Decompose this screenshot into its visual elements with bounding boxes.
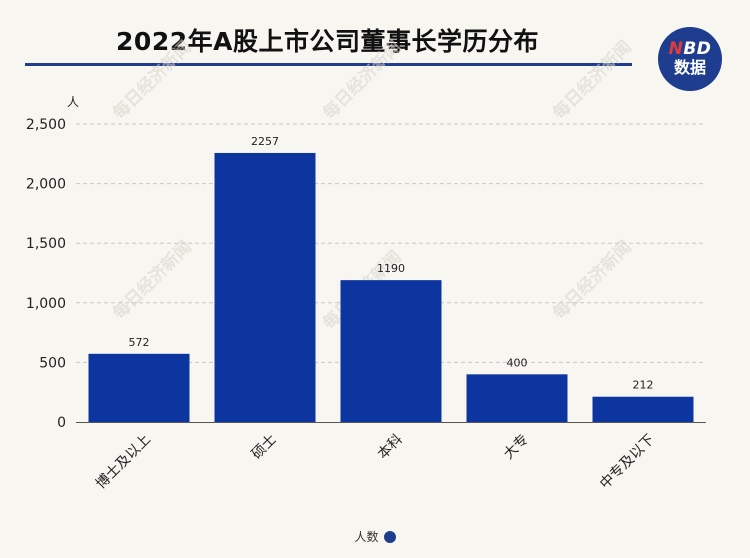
data-label: 2257 [251,135,279,148]
legend-label: 人数 [354,530,379,544]
y-tick-label: 2,000 [26,177,66,193]
watermark-text: 每日经济新闻 [549,37,636,124]
watermark-text: 每日经济新闻 [549,237,636,324]
data-label: 1190 [377,262,405,275]
chart-title: 2022年A股上市公司董事长学历分布 [116,27,539,56]
logo-text-top: NBD [668,39,712,59]
y-tick-label: 1,000 [26,296,66,312]
y-tick-label: 2,500 [26,117,66,133]
bar [592,396,694,422]
bar [466,374,568,422]
x-tick-label: 博士及以上 [92,431,154,493]
nbd-logo: NBD 数据 [658,27,722,91]
bar [214,152,316,422]
logo-text-bottom: 数据 [673,58,706,77]
x-tick-label: 中专及以下 [597,432,658,493]
data-label: 212 [633,379,654,392]
legend-swatch [383,530,396,543]
legend[interactable]: 人数 [0,528,750,545]
x-tick-label: 本科 [375,432,406,463]
data-label: 572 [129,336,150,349]
bar-chart: 每日经济新闻每日经济新闻每日经济新闻每日经济新闻每日经济新闻每日经济新闻0500… [26,37,706,493]
watermark-text: 每日经济新闻 [319,37,406,124]
y-tick-label: 1,500 [26,236,66,252]
y-tick-label: 0 [57,415,66,431]
watermark-text: 每日经济新闻 [109,37,196,124]
watermark-text: 每日经济新闻 [109,237,196,324]
bar [340,280,442,422]
x-tick-label: 大专 [501,432,532,463]
y-tick-label: 500 [39,355,66,371]
bar [88,353,190,422]
y-axis-unit: 人 [67,95,79,109]
x-tick-label: 硕士 [249,432,280,463]
data-label: 400 [507,356,528,369]
title-divider [25,63,632,66]
